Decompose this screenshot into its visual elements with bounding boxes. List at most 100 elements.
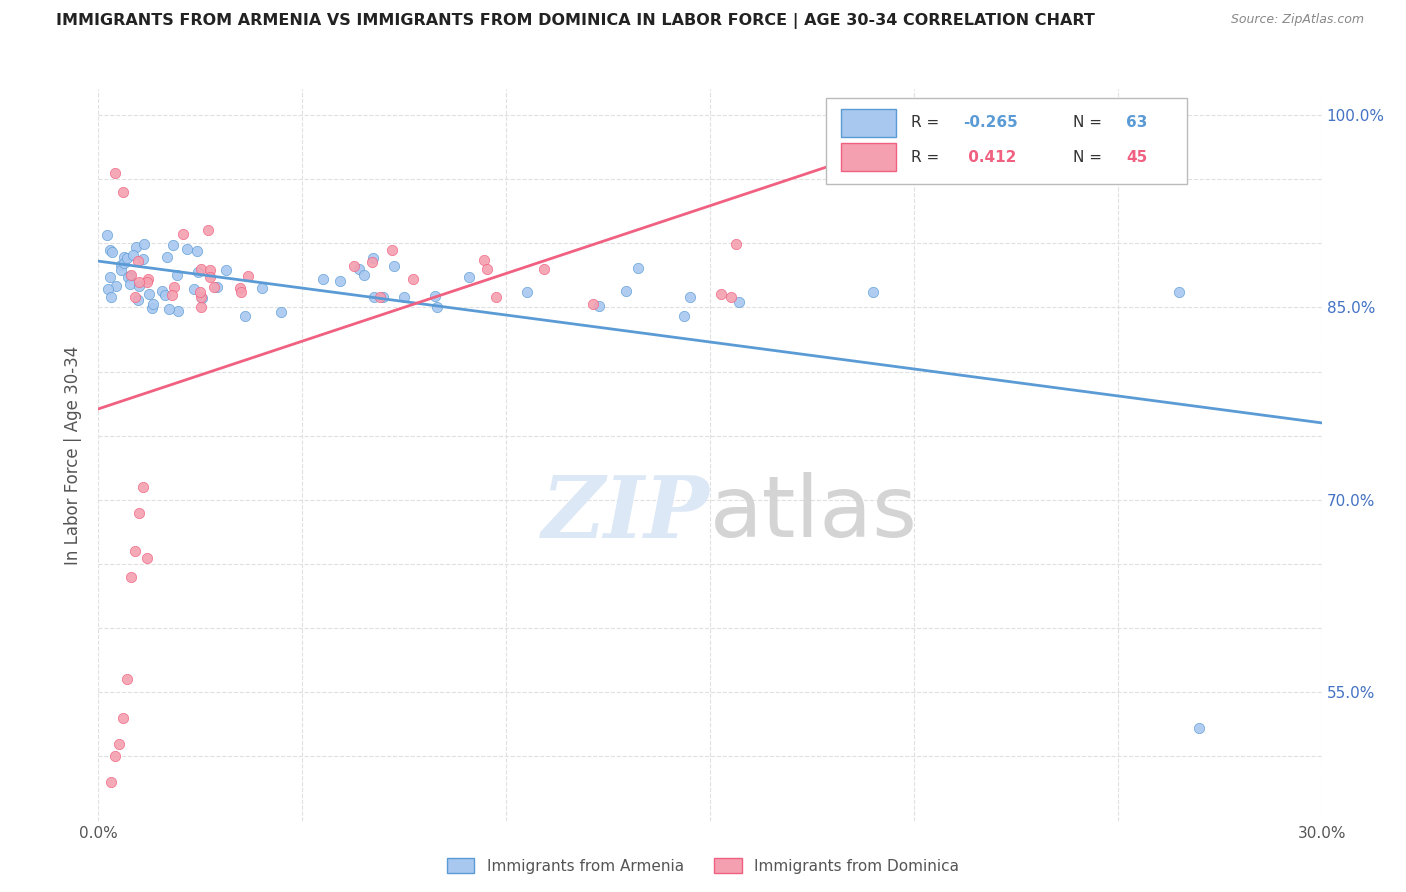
- Point: [124, 290, 146, 304]
- Text: 45: 45: [1126, 150, 1147, 165]
- Point: [114, 250, 136, 264]
- Point: [115, 251, 138, 265]
- Point: [190, 291, 212, 305]
- Point: [709, 287, 731, 301]
- Point: [155, 287, 177, 301]
- Point: [423, 289, 446, 303]
- Point: [233, 309, 256, 323]
- Point: [110, 258, 132, 272]
- Point: [485, 290, 508, 304]
- Point: [472, 252, 495, 267]
- Point: [183, 282, 205, 296]
- Point: [533, 262, 555, 277]
- Point: [198, 263, 221, 277]
- Point: [163, 280, 186, 294]
- Point: [97, 282, 120, 296]
- Point: [120, 268, 142, 283]
- Point: [588, 299, 610, 313]
- Point: [198, 270, 221, 285]
- Point: [128, 279, 150, 293]
- Y-axis label: In Labor Force | Age 30-34: In Labor Force | Age 30-34: [65, 345, 83, 565]
- Point: [673, 309, 696, 323]
- Point: [112, 256, 135, 270]
- Text: 0.412: 0.412: [963, 150, 1017, 165]
- Point: [100, 269, 122, 284]
- Point: [353, 268, 375, 283]
- Point: [250, 281, 273, 295]
- Point: [477, 262, 499, 277]
- Point: [111, 185, 134, 199]
- FancyBboxPatch shape: [841, 144, 896, 171]
- Point: [343, 260, 366, 274]
- Point: [614, 284, 637, 298]
- Point: [111, 711, 134, 725]
- Point: [329, 274, 352, 288]
- Point: [104, 749, 127, 764]
- Point: [381, 243, 404, 257]
- Text: N =: N =: [1073, 115, 1107, 130]
- Point: [122, 248, 145, 262]
- FancyBboxPatch shape: [827, 98, 1187, 185]
- Point: [100, 290, 122, 304]
- Point: [720, 290, 742, 304]
- Point: [215, 263, 238, 277]
- Point: [108, 737, 131, 751]
- Point: [516, 285, 538, 299]
- Point: [202, 280, 225, 294]
- Point: [167, 303, 190, 318]
- Point: [128, 506, 150, 520]
- Point: [142, 297, 165, 311]
- Point: [166, 268, 188, 283]
- Text: ZIP: ZIP: [543, 472, 710, 555]
- Text: Source: ZipAtlas.com: Source: ZipAtlas.com: [1230, 13, 1364, 27]
- Point: [136, 275, 159, 289]
- Point: [104, 278, 127, 293]
- Point: [132, 252, 155, 266]
- Point: [363, 290, 385, 304]
- Point: [382, 260, 405, 274]
- Point: [205, 280, 228, 294]
- Point: [100, 243, 122, 257]
- Text: -0.265: -0.265: [963, 115, 1018, 130]
- Point: [156, 250, 179, 264]
- Point: [392, 290, 416, 304]
- Point: [229, 281, 252, 295]
- Point: [627, 260, 650, 275]
- Point: [172, 227, 194, 241]
- Point: [190, 262, 212, 277]
- Point: [120, 277, 142, 292]
- Point: [728, 295, 751, 310]
- Point: [118, 268, 141, 283]
- Point: [190, 289, 212, 303]
- Text: atlas: atlas: [710, 472, 918, 555]
- Point: [160, 287, 183, 301]
- Point: [679, 290, 702, 304]
- Point: [150, 284, 173, 298]
- Point: [236, 268, 259, 283]
- Point: [132, 237, 155, 252]
- Text: 63: 63: [1126, 115, 1147, 130]
- Point: [138, 287, 160, 301]
- Point: [724, 237, 747, 252]
- Point: [270, 304, 292, 318]
- Text: R =: R =: [911, 115, 943, 130]
- Legend: Immigrants from Armenia, Immigrants from Dominica: Immigrants from Armenia, Immigrants from…: [441, 852, 965, 880]
- Point: [363, 251, 385, 265]
- Point: [582, 296, 605, 310]
- Point: [186, 244, 208, 258]
- Point: [104, 166, 127, 180]
- Point: [368, 290, 391, 304]
- Point: [176, 242, 198, 256]
- Point: [127, 254, 149, 268]
- Point: [312, 272, 335, 286]
- Point: [96, 228, 118, 243]
- Point: [117, 269, 139, 284]
- Point: [402, 272, 425, 286]
- Point: [100, 244, 122, 259]
- Point: [127, 293, 149, 307]
- Point: [190, 300, 212, 314]
- Point: [136, 550, 159, 565]
- Point: [1188, 721, 1211, 735]
- Point: [187, 264, 209, 278]
- Point: [157, 301, 180, 316]
